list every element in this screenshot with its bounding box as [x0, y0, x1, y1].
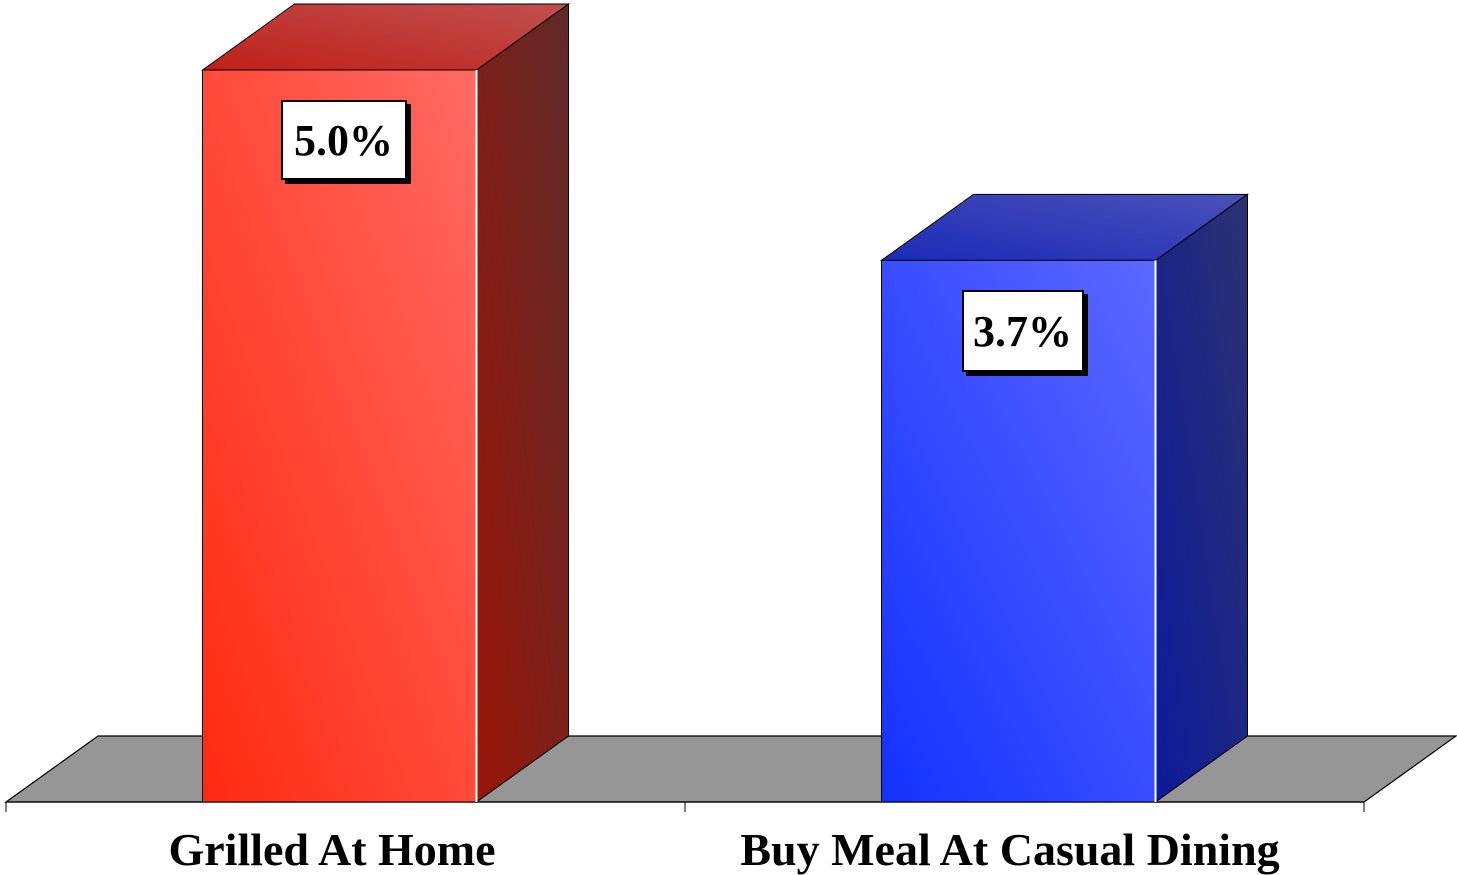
x-tick-label-grilled-at-home: Grilled At Home	[168, 824, 496, 875]
bar-side-face	[1155, 193, 1248, 803]
data-label-grilled-at-home: 5.0%	[280, 100, 407, 180]
bar-front-face	[202, 69, 477, 803]
bar-side-face	[476, 3, 569, 803]
bar-1	[200, 3, 571, 803]
x-tick-label-buy-meal-at-casual-dining: Buy Meal At Casual Dining	[740, 824, 1280, 875]
data-label-buy-meal-at-casual-dining: 3.7%	[961, 290, 1084, 373]
bar-2	[879, 193, 1250, 803]
